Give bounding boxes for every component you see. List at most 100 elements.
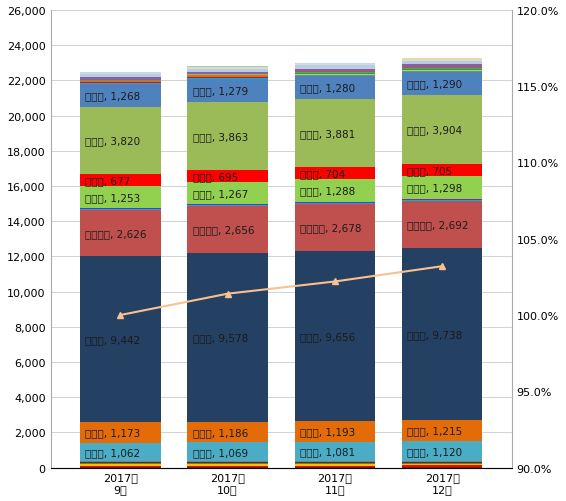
- Bar: [402, 464, 482, 465]
- Text: 東京都, 9,656: 東京都, 9,656: [300, 331, 355, 341]
- Text: 京都府, 677: 京都府, 677: [85, 175, 131, 185]
- Bar: [187, 103, 268, 170]
- Bar: [402, 248, 482, 420]
- Bar: [294, 462, 375, 463]
- Bar: [294, 465, 375, 467]
- Bar: [294, 75, 375, 76]
- Bar: [80, 186, 161, 208]
- Bar: [294, 461, 375, 462]
- Bar: [80, 74, 161, 75]
- Text: 神奈川県, 2,656: 神奈川県, 2,656: [192, 225, 254, 235]
- Bar: [80, 84, 161, 85]
- Bar: [80, 461, 161, 462]
- Bar: [187, 70, 268, 73]
- Text: 神奈川県, 2,692: 神奈川県, 2,692: [407, 220, 469, 230]
- Bar: [187, 462, 268, 463]
- Bar: [294, 167, 375, 180]
- Bar: [187, 80, 268, 103]
- Bar: [294, 65, 375, 66]
- Bar: [402, 164, 482, 177]
- Bar: [402, 200, 482, 201]
- Bar: [402, 201, 482, 248]
- Bar: [402, 441, 482, 461]
- Text: 大阪府, 3,820: 大阪府, 3,820: [85, 136, 140, 146]
- Bar: [402, 462, 482, 464]
- Bar: [80, 78, 161, 80]
- Text: 東京都, 9,442: 東京都, 9,442: [85, 334, 141, 344]
- Bar: [294, 463, 375, 464]
- Text: 大阪府, 3,863: 大阪府, 3,863: [192, 132, 248, 142]
- Bar: [80, 108, 161, 174]
- Bar: [80, 422, 161, 443]
- Text: 兵庫県, 1,290: 兵庫県, 1,290: [407, 79, 462, 89]
- Text: 愛知県, 1,267: 愛知県, 1,267: [192, 189, 248, 199]
- Bar: [187, 170, 268, 183]
- Text: 東京都, 9,578: 東京都, 9,578: [192, 333, 248, 343]
- Bar: [187, 254, 268, 422]
- Bar: [187, 461, 268, 462]
- Bar: [80, 81, 161, 82]
- Bar: [294, 204, 375, 252]
- Bar: [187, 79, 268, 80]
- Text: 大阪府, 3,881: 大阪府, 3,881: [300, 128, 355, 138]
- Bar: [402, 96, 482, 164]
- Bar: [187, 68, 268, 70]
- Bar: [402, 465, 482, 466]
- Text: 兵庫県, 1,279: 兵庫県, 1,279: [192, 86, 248, 96]
- Bar: [80, 463, 161, 464]
- Text: 京都府, 704: 京都府, 704: [300, 169, 345, 179]
- Text: 千葉県, 1,173: 千葉県, 1,173: [85, 427, 141, 437]
- Text: 埼玉県, 1,120: 埼玉県, 1,120: [407, 446, 462, 456]
- Bar: [80, 85, 161, 108]
- Bar: [187, 183, 268, 205]
- Text: 兵庫県, 1,268: 兵庫県, 1,268: [85, 91, 141, 101]
- Bar: [187, 206, 268, 207]
- Bar: [80, 75, 161, 78]
- Bar: [402, 60, 482, 62]
- Bar: [294, 442, 375, 461]
- Bar: [402, 199, 482, 200]
- Bar: [294, 464, 375, 465]
- Bar: [294, 69, 375, 72]
- Bar: [294, 421, 375, 442]
- Bar: [80, 209, 161, 210]
- Bar: [187, 463, 268, 464]
- Text: 愛知県, 1,298: 愛知県, 1,298: [407, 183, 462, 193]
- Bar: [402, 62, 482, 65]
- Bar: [80, 443, 161, 461]
- Bar: [80, 462, 161, 463]
- Bar: [294, 73, 375, 74]
- Bar: [294, 202, 375, 203]
- Bar: [294, 252, 375, 421]
- Bar: [80, 208, 161, 209]
- Text: 兵庫県, 1,280: 兵庫県, 1,280: [300, 83, 355, 93]
- Bar: [80, 464, 161, 466]
- Bar: [294, 203, 375, 204]
- Bar: [187, 442, 268, 461]
- Bar: [80, 257, 161, 422]
- Bar: [402, 69, 482, 70]
- Bar: [402, 73, 482, 96]
- Text: 千葉県, 1,215: 千葉県, 1,215: [407, 425, 462, 435]
- Bar: [402, 72, 482, 73]
- Bar: [294, 180, 375, 202]
- Bar: [402, 466, 482, 467]
- Bar: [187, 76, 268, 77]
- Text: 千葉県, 1,186: 千葉県, 1,186: [192, 427, 248, 437]
- Bar: [187, 77, 268, 78]
- Bar: [187, 464, 268, 465]
- Text: 東京都, 9,738: 東京都, 9,738: [407, 329, 462, 339]
- Bar: [402, 420, 482, 441]
- Bar: [294, 77, 375, 99]
- Bar: [402, 177, 482, 199]
- Text: 京都府, 695: 京都府, 695: [192, 172, 238, 181]
- Bar: [402, 71, 482, 72]
- Text: 愛知県, 1,253: 愛知県, 1,253: [85, 192, 141, 202]
- Text: 神奈川県, 2,678: 神奈川県, 2,678: [300, 223, 362, 233]
- Bar: [80, 82, 161, 83]
- Bar: [187, 205, 268, 206]
- Text: 埼玉県, 1,069: 埼玉県, 1,069: [192, 447, 248, 457]
- Text: 京都府, 705: 京都府, 705: [407, 165, 452, 175]
- Text: 神奈川県, 2,626: 神奈川県, 2,626: [85, 228, 147, 238]
- Bar: [294, 99, 375, 167]
